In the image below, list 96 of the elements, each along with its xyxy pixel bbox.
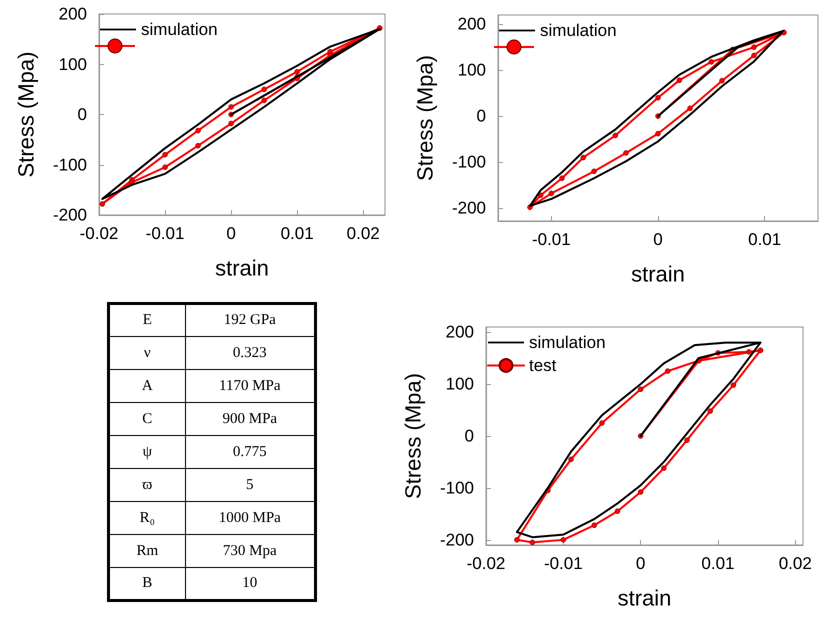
x-tick-label: 0.01	[748, 230, 782, 249]
y-tick-label: -200	[440, 530, 474, 550]
x-tick-label: 0.01	[280, 224, 314, 243]
x-tick-label: -0.02	[466, 554, 506, 573]
text: 1170 MPa	[185, 370, 316, 402]
y-tick-label: 200	[58, 4, 87, 24]
x-axis-title: strain	[215, 256, 269, 280]
x-axis-title: strain	[631, 262, 685, 286]
point	[655, 130, 661, 136]
point	[751, 52, 757, 58]
x-tick-label: 0.01	[701, 554, 734, 573]
point	[730, 382, 736, 388]
text: 10	[185, 568, 316, 600]
text: 730 Mpa	[185, 534, 316, 568]
point	[661, 465, 667, 471]
point	[623, 150, 629, 156]
legend-label: simulation	[529, 333, 606, 352]
point	[664, 368, 670, 374]
point	[708, 59, 714, 65]
y-tick-label: -200	[52, 206, 87, 224]
legend-label: simulation	[540, 21, 617, 40]
x-tick-label: 0.02	[778, 554, 812, 573]
point	[560, 537, 566, 543]
y-tick-label: 0	[464, 426, 474, 446]
point	[719, 78, 725, 84]
text: 192 GPa	[185, 304, 316, 336]
point	[638, 386, 644, 392]
y-tick-label: 200	[458, 14, 486, 34]
x-axis-title: strain	[618, 586, 672, 610]
y-tick-label: 100	[446, 374, 474, 394]
point	[655, 95, 661, 101]
point	[162, 164, 168, 170]
point	[261, 86, 267, 92]
point	[228, 104, 234, 110]
point	[592, 522, 597, 528]
text: 1000 MPa	[185, 502, 316, 534]
point	[514, 537, 520, 543]
point	[684, 437, 690, 443]
text: E	[108, 304, 186, 336]
point	[599, 420, 605, 426]
x-tick-label: -0.01	[544, 554, 583, 573]
y-tick-label: 100	[458, 60, 486, 80]
point	[538, 192, 544, 198]
text: ψ	[108, 436, 186, 468]
y-axis-title: Stress (Mpa)	[14, 52, 38, 178]
point	[612, 132, 618, 138]
point	[530, 540, 536, 546]
legend-label: test	[529, 356, 557, 375]
point	[568, 456, 574, 462]
point	[228, 120, 234, 126]
y-axis-title: Stress (Mpa)	[400, 373, 426, 499]
x-tick-label: 0.02	[346, 224, 380, 243]
y-tick-label: -100	[52, 155, 87, 174]
y-tick-label: -200	[452, 198, 486, 218]
point	[746, 349, 752, 355]
x-tick-label: -0.01	[146, 224, 184, 243]
y-tick-label: 100	[58, 54, 87, 74]
point	[294, 69, 300, 75]
y-tick-label: 0	[476, 106, 486, 126]
y-tick-label: 0	[78, 105, 87, 124]
point	[591, 168, 597, 174]
point	[614, 508, 620, 514]
text: 0.323	[185, 336, 316, 370]
point	[707, 408, 713, 414]
text: 0.775	[185, 436, 316, 468]
x-tick-label: -0.02	[80, 224, 118, 243]
point	[548, 190, 554, 196]
text: R₀	[108, 502, 186, 534]
point	[676, 78, 682, 84]
y-tick-label: 200	[446, 322, 474, 342]
point	[195, 142, 201, 148]
text: 5	[185, 468, 316, 502]
point	[100, 201, 106, 207]
point	[261, 98, 267, 104]
legend-label: simulation	[141, 20, 218, 39]
text: B	[108, 568, 186, 600]
point	[580, 154, 586, 160]
y-tick-label: -100	[452, 152, 486, 172]
point	[638, 489, 644, 495]
text: 900 MPa	[185, 402, 316, 436]
text: Rm	[108, 534, 186, 568]
x-tick-label: -0.01	[532, 230, 571, 249]
x-tick-label: 0	[636, 554, 646, 573]
point	[195, 128, 201, 134]
point	[751, 44, 757, 50]
text: ν	[108, 336, 186, 370]
point	[687, 106, 693, 112]
text: C	[108, 402, 186, 436]
point	[162, 152, 168, 158]
x-tick-label: 0	[653, 230, 663, 249]
text: ϖ	[108, 468, 186, 502]
y-tick-label: -100	[440, 478, 474, 498]
x-tick-label: 0	[226, 224, 236, 243]
text: A	[108, 370, 186, 402]
y-axis-title: Stress (Mpa)	[412, 55, 438, 181]
point	[559, 175, 565, 181]
